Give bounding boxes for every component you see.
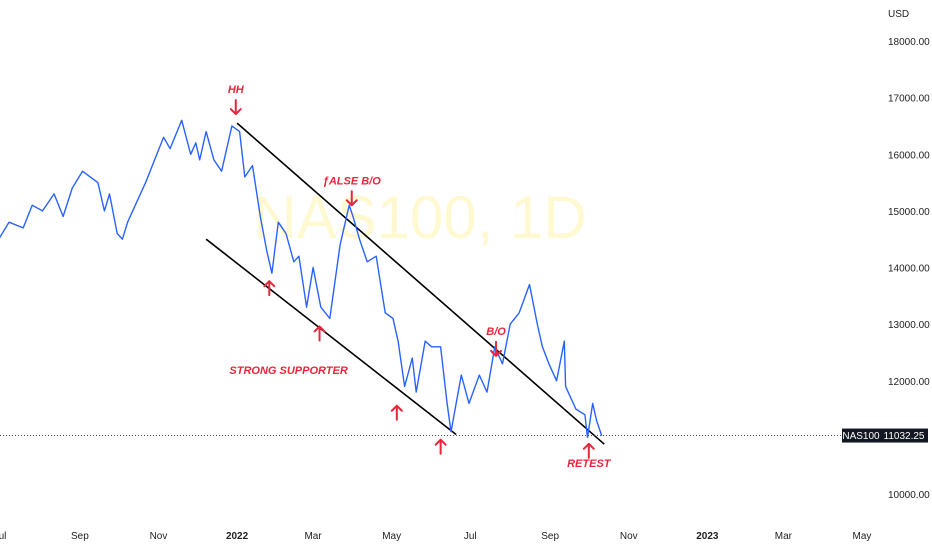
annotation-arrow-down [345,190,358,207]
annotation-label: B/O [486,326,506,338]
y-tick-label: 13000.00 [888,320,930,331]
x-tick-label: 2022 [226,531,249,542]
y-tick-label: 12000.00 [888,377,930,388]
trendline [205,238,457,436]
time-axis[interactable]: Jul Sep Nov 2022 Mar May Jul Sep Nov 2023 Mar May [0,531,871,542]
annotation-label: STRONG SUPPORTER [229,365,347,377]
trendline [236,122,605,445]
support-arrow [390,404,403,421]
support-arrow [313,325,326,342]
y-tick-label: 14000.00 [888,264,930,275]
annotation-arrow-down [490,340,503,357]
symbol-watermark: NAS100, 1D [253,184,587,251]
x-tick-label: Jul [0,531,6,542]
price-line[interactable] [0,119,603,439]
y-tick-label: 18000.00 [888,37,930,48]
support-arrow [434,438,447,455]
x-tick-label: 2023 [696,531,719,542]
last-price-badge: NAS100 11032.25 [842,428,928,443]
y-tick-label: 16000.00 [888,150,930,161]
annotation-label: ƒALSE B/O [323,175,382,187]
symbol-badge: NAS100 [842,431,880,442]
annotation-label: RETEST [567,458,612,470]
x-tick-label: Mar [304,531,322,542]
x-tick-label: Jul [464,531,477,542]
x-tick-label: May [382,531,401,542]
annotation-arrow-up [582,442,595,459]
trendlines [205,122,605,445]
annotations: HH ƒALSE B/O B/O STRONG SUPPORTER RETEST [228,84,612,470]
support-arrow [263,280,276,297]
y-tick-label: 10000.00 [888,490,930,501]
x-tick-label: Nov [150,531,168,542]
annotation-arrow-down [229,99,242,116]
x-tick-label: Sep [541,531,559,542]
x-tick-label: May [853,531,872,542]
annotation-label: HH [228,84,245,96]
x-tick-label: Nov [620,531,638,542]
currency-label: USD [888,9,909,20]
x-tick-label: Mar [775,531,793,542]
x-tick-label: Sep [71,531,89,542]
last-price-value: 11032.25 [884,431,925,442]
symbol-badge-bg [842,428,880,443]
price-axis[interactable]: USD 18000.00 17000.00 16000.00 15000.00 1400… [888,9,930,501]
y-tick-label: 15000.00 [888,207,930,218]
y-tick-label: 17000.00 [888,94,930,105]
last-price-badge-bg [880,428,928,443]
